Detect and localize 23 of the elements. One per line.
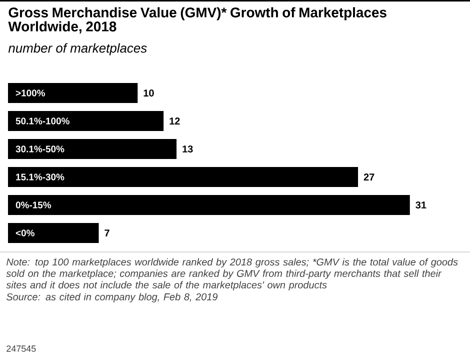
y-tick-label: <0% bbox=[16, 230, 34, 236]
data-label: 27 bbox=[364, 174, 374, 180]
text: 247545 bbox=[6, 345, 36, 352]
chart-subtitle: number of marketplaces bbox=[8, 43, 147, 56]
data-label: 13 bbox=[182, 145, 193, 153]
bar bbox=[8, 223, 99, 244]
y-tick-label: 0%-15% bbox=[16, 202, 52, 208]
y-tick-label: 30.1%-50% bbox=[16, 146, 64, 152]
data-label: 12 bbox=[170, 118, 180, 124]
source-note: Source: as cited in company blog, Feb 8, 2019 bbox=[6, 293, 218, 302]
bar bbox=[8, 139, 177, 160]
y-tick-label: >100% bbox=[16, 90, 46, 96]
y-tick-label: 15.1%-30% bbox=[16, 174, 64, 180]
chart-title: Gross Merchandise Value (GMV)* Growth of Marketplaces Worldwide, 2018 bbox=[8, 7, 386, 34]
bar bbox=[8, 111, 164, 132]
data-label: 7 bbox=[104, 230, 110, 236]
y-tick-label: 50.1%-100% bbox=[16, 118, 70, 124]
text: Note: top 100 marketplaces worldwide ranked by 2018 gross sales; *GMV is the total value of goods sold on the marketplace; companies are ranked by GMV from third-party merchants that sell their sites and it does not include the sale of the marketplaces' own products bbox=[6, 258, 458, 290]
bar bbox=[8, 195, 410, 216]
data-label: 31 bbox=[416, 201, 426, 209]
bar bbox=[8, 167, 358, 188]
data-label: 10 bbox=[144, 89, 154, 97]
bar bbox=[8, 83, 138, 104]
